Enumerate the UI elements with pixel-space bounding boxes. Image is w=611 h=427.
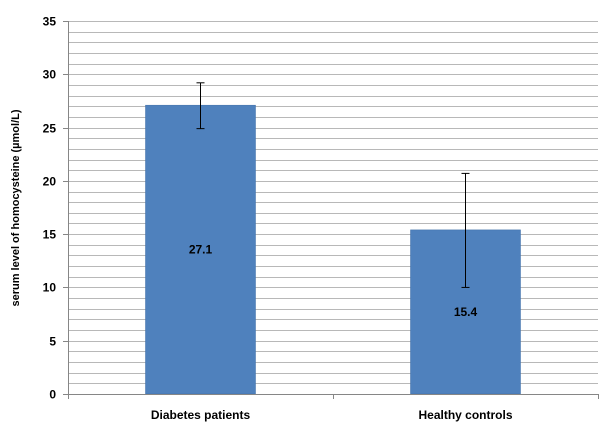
y-tick-label: 10 <box>43 281 57 295</box>
x-category-label: Diabetes patients <box>151 408 251 422</box>
y-tick-label: 15 <box>43 228 57 242</box>
data-label: 27.1 <box>189 243 213 257</box>
x-category-label: Healthy controls <box>418 408 512 422</box>
axes <box>63 21 599 399</box>
y-tick-label: 20 <box>43 175 57 189</box>
y-axis-title: serum level of homocysteine (µmol/L) <box>10 109 22 306</box>
y-tick-label: 0 <box>49 388 56 402</box>
error-bars <box>196 82 470 288</box>
bars <box>145 104 521 395</box>
bar-1 <box>145 104 256 395</box>
y-tick-label: 30 <box>43 68 57 82</box>
data-label: 15.4 <box>454 305 478 319</box>
y-tick-label: 25 <box>43 122 57 136</box>
y-tick-label: 35 <box>43 15 57 29</box>
y-tick-label: 5 <box>49 335 56 349</box>
labels: 0 5 10 15 20 25 30 35 27.1 Diabetes patients 15.4 H… <box>43 15 513 423</box>
